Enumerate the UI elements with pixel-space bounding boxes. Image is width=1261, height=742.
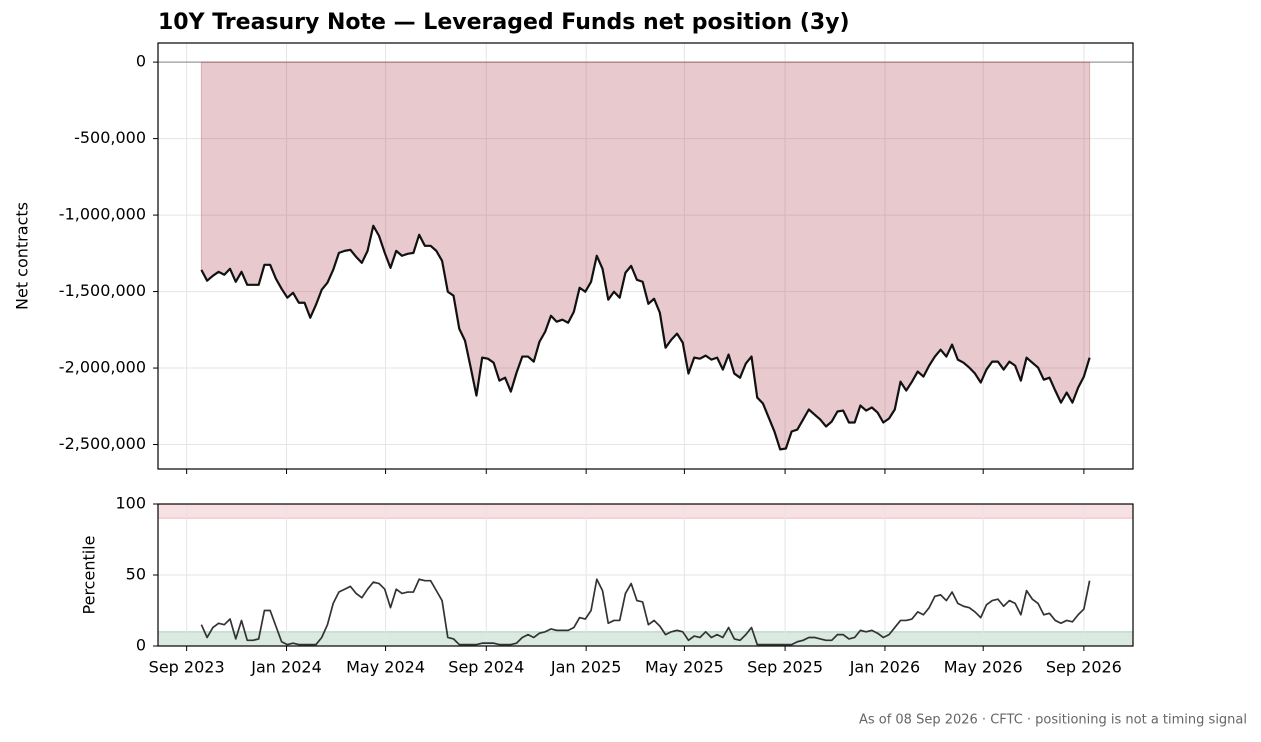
x-tick-label: May 2025 bbox=[645, 658, 724, 677]
line bbox=[200, 578, 1091, 646]
footnote: As of 08 Sep 2026 · CFTC · positioning i… bbox=[859, 713, 1247, 728]
y-tick-label: 50 bbox=[126, 565, 146, 584]
x-tick-label: May 2024 bbox=[346, 658, 425, 677]
x-tick-label: Jan 2025 bbox=[550, 658, 621, 677]
band bbox=[157, 503, 1134, 519]
y-axis-label: Percentile bbox=[80, 536, 99, 615]
y-tick-label: -1,500,000 bbox=[59, 281, 146, 300]
x-tick-label: Sep 2024 bbox=[448, 658, 524, 677]
y-tick-label: -500,000 bbox=[74, 128, 146, 147]
chart-title: 10Y Treasury Note — Leveraged Funds net … bbox=[158, 10, 850, 35]
x-tick-label: Sep 2026 bbox=[1046, 658, 1122, 677]
axes-frame bbox=[157, 42, 1134, 470]
y-tick-label: 0 bbox=[136, 52, 146, 71]
y-tick-label: -1,000,000 bbox=[59, 205, 146, 224]
y-tick-label: 0 bbox=[136, 636, 146, 655]
area-fill bbox=[200, 61, 1091, 450]
y-tick-label: -2,500,000 bbox=[59, 434, 146, 453]
line bbox=[200, 224, 1091, 451]
axes-frame bbox=[157, 503, 1134, 647]
x-tick-label: May 2026 bbox=[944, 658, 1023, 677]
y-tick-label: -2,000,000 bbox=[59, 358, 146, 377]
y-axis-label: Net contracts bbox=[13, 202, 32, 310]
x-tick-label: Sep 2025 bbox=[747, 658, 823, 677]
y-tick-label: 100 bbox=[115, 494, 146, 513]
x-tick-label: Sep 2023 bbox=[149, 658, 225, 677]
x-tick-label: Jan 2024 bbox=[250, 658, 321, 677]
x-tick-label: Jan 2026 bbox=[849, 658, 920, 677]
